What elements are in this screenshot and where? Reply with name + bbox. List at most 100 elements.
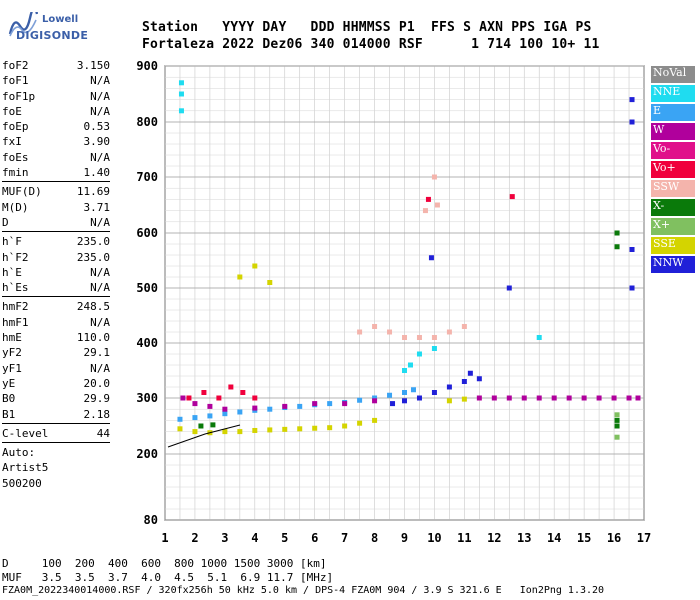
data-point (312, 401, 318, 407)
data-point (207, 403, 213, 409)
y-tick-label: 700 (136, 170, 158, 184)
legend-x-plus: X+ (651, 218, 695, 235)
x-tick-label: 3 (221, 531, 228, 545)
param-row: foEp 0.53 (2, 120, 110, 134)
param-row: foEs N/A (2, 150, 110, 164)
data-point (198, 423, 204, 429)
x-tick-label: 17 (637, 531, 651, 545)
data-point (282, 426, 288, 432)
data-point (416, 395, 422, 401)
data-point (467, 370, 473, 376)
data-point (252, 395, 258, 401)
data-point (372, 324, 378, 329)
x-tick-label: 14 (547, 531, 561, 545)
data-point (416, 351, 422, 357)
data-point (201, 390, 207, 395)
param-row: h`E N/A (2, 265, 110, 279)
data-point (192, 429, 198, 435)
data-point (267, 406, 273, 412)
y-tick-label: 800 (136, 115, 158, 129)
legend-sse: SSE (651, 237, 695, 254)
param-row: foF1p N/A (2, 89, 110, 103)
data-point (210, 422, 216, 428)
param-row: B0 29.9 (2, 392, 110, 406)
data-point (566, 395, 572, 401)
data-point (252, 405, 258, 411)
data-point (509, 194, 515, 200)
data-point (178, 108, 184, 114)
data-point (372, 395, 378, 401)
param-row: foF2 3.150 (2, 59, 110, 72)
data-point (237, 274, 243, 280)
digisonde-logo-icon (8, 12, 38, 37)
param-row: yF1 N/A (2, 361, 110, 375)
data-point (431, 390, 437, 395)
parameter-sidebar: foF2 3.150 foF1 N/A foF1p N/A foE N/A foEp 0.… (2, 58, 110, 491)
y-tick-label: 300 (136, 391, 158, 405)
y-tick-label: 600 (136, 226, 158, 240)
param-row: h`F 235.0 (2, 235, 110, 249)
y-tick-label: 200 (136, 447, 158, 461)
x-tick-label: 7 (341, 531, 348, 545)
data-point (177, 426, 183, 432)
data-point (267, 280, 273, 285)
data-point (342, 423, 348, 429)
data-point (614, 434, 620, 440)
data-point (428, 255, 434, 261)
data-point (357, 397, 363, 403)
data-point (252, 263, 258, 269)
data-point (629, 247, 635, 252)
x-tick-label: 13 (517, 531, 531, 545)
data-point (581, 395, 587, 401)
data-point (237, 429, 243, 435)
logo-line1: Lowell (42, 14, 79, 25)
data-point (635, 395, 641, 401)
data-point (626, 395, 632, 401)
data-point (372, 398, 378, 404)
data-point (312, 425, 318, 431)
data-point (614, 417, 620, 423)
data-point (327, 401, 333, 407)
param-row: fmin 1.40 (2, 166, 110, 180)
data-point (536, 395, 542, 401)
legend-e: E (651, 104, 695, 121)
data-point (240, 390, 246, 395)
x-tick-label: 16 (607, 531, 621, 545)
data-point (629, 97, 635, 103)
data-point (178, 91, 184, 97)
data-point (506, 285, 512, 291)
data-point (402, 368, 407, 373)
data-point (425, 196, 431, 202)
data-point (629, 119, 635, 125)
data-point (357, 420, 363, 426)
data-point (416, 335, 422, 340)
data-point (180, 395, 186, 401)
data-point (402, 390, 407, 395)
data-point (629, 285, 635, 291)
x-tick-label: 2 (191, 531, 198, 545)
data-point (390, 401, 396, 407)
data-point (491, 395, 497, 401)
x-tick-label: 9 (401, 531, 408, 545)
data-point (237, 409, 243, 415)
data-point (186, 395, 192, 401)
data-point (521, 395, 527, 401)
data-point (596, 395, 602, 401)
param-group-4: hmF2 248.5 hmF1 N/A hmE 110.0 yF2 29.1 yF1 N/… (2, 299, 110, 421)
x-tick-label: 4 (251, 531, 258, 545)
data-point (611, 395, 617, 401)
data-point (222, 429, 228, 435)
legend-noval: NoVal (651, 66, 695, 83)
data-point (216, 395, 222, 401)
auto-artist: Artist5 (2, 461, 49, 475)
x-tick-label: 1 (161, 531, 168, 545)
x-tick-label: 11 (457, 531, 471, 545)
param-row: foE N/A (2, 104, 110, 118)
data-point (177, 416, 183, 422)
y-tick-label: 500 (136, 281, 158, 295)
x-tick-label: 5 (281, 531, 288, 545)
legend-x-minus: X- (651, 199, 695, 216)
legend-vo-plus: Vo+ (651, 161, 695, 178)
data-point (614, 423, 620, 429)
